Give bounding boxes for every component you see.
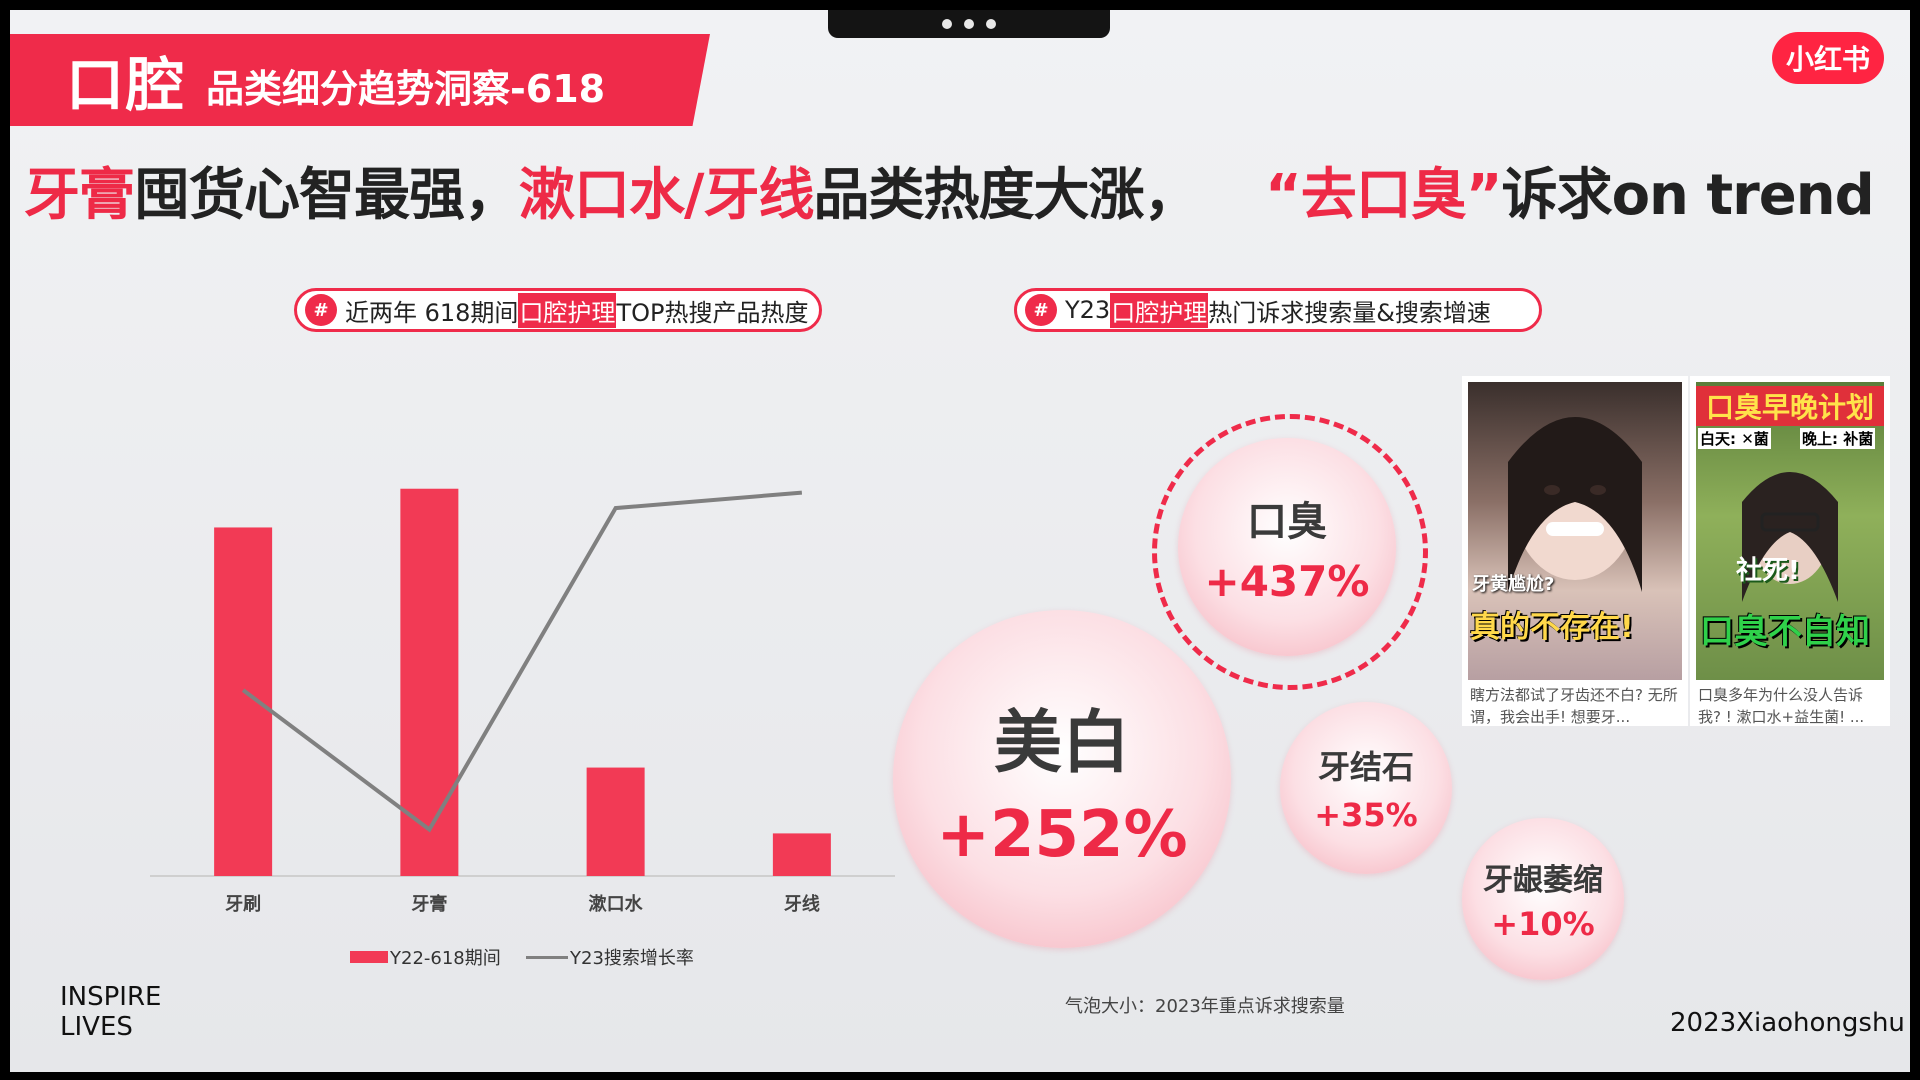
- headline-part3: 漱口水/牙线: [519, 163, 814, 228]
- legend-item-line: Y23搜索增长率: [526, 944, 694, 970]
- left-pill-pre: 近两年 618期间: [345, 298, 519, 327]
- slide: 口腔 品类细分趋势洞察-618 小红书 牙膏囤货心智最强，漱口水/牙线品类热度大…: [10, 10, 1910, 1072]
- dot-icon: [964, 19, 974, 29]
- overlay-big-1: 真的不存在!: [1470, 610, 1634, 645]
- legend-label-line: Y23搜索增长率: [570, 948, 694, 969]
- post-thumbnail-2[interactable]: 口臭早晚计划 白天: ✕菌 晚上: 补菌 社死! 口臭不自知 口臭多年为什么没人…: [1690, 376, 1890, 726]
- post-image-1: 牙黄尴尬? 真的不存在!: [1468, 382, 1682, 680]
- person-image: [1508, 417, 1642, 592]
- headline-part5: “去口臭”: [1264, 163, 1503, 228]
- bubble-value: +10%: [1491, 905, 1595, 943]
- right-pill-highlight: 口腔护理: [1110, 292, 1209, 328]
- bubble-yajieshi: 牙结石 +35%: [1280, 702, 1452, 874]
- hashtag-icon: #: [1025, 294, 1057, 326]
- x-tick-label: 牙线: [784, 893, 820, 915]
- right-pill-post: 热门诉求搜索量&搜索增速: [1208, 298, 1491, 327]
- dot-icon: [942, 19, 952, 29]
- person-image: [1742, 472, 1838, 602]
- bar-2: [586, 767, 645, 876]
- post-caption-2: 口臭多年为什么没人告诉我? ! 漱口水+益生菌! ...: [1698, 686, 1865, 726]
- left-pill-post: TOP热搜产品热度: [616, 298, 809, 327]
- bubble-label: 牙结石: [1317, 748, 1414, 786]
- legend-swatch-bar: [350, 951, 388, 963]
- xiaohongshu-logo: 小红书: [1772, 32, 1884, 84]
- bubble-size-note: 气泡大小：2023年重点诉求搜索量: [1065, 996, 1345, 1017]
- growth-line: [241, 490, 803, 833]
- headline-part6: 诉求on trend: [1501, 163, 1875, 228]
- bar-line-chart: 牙刷 牙膏 漱口水 牙线: [150, 488, 895, 915]
- overlay-small-2: 社死!: [1736, 556, 1800, 586]
- post-subtitle-right-2: 晚上: 补菌: [1800, 428, 1876, 449]
- x-tick-label: 漱口水: [589, 893, 644, 915]
- right-pill-pre: Y23: [1065, 296, 1111, 324]
- title-banner: 口腔 品类细分趋势洞察-618: [10, 34, 710, 126]
- x-tick-label: 牙刷: [225, 894, 261, 915]
- bubble-label: 美白: [993, 703, 1130, 783]
- bar-0: [214, 527, 273, 876]
- bubble-value: +252%: [936, 797, 1188, 872]
- bubble-meibai: 美白 +252%: [893, 610, 1231, 948]
- overlay-big-2: 口臭不自知: [1700, 612, 1870, 652]
- headline-part4: 品类热度大涨，: [813, 163, 1199, 228]
- post-subtitle-left-2: 白天: ✕菌: [1698, 428, 1771, 449]
- banner-title: 口腔: [66, 51, 187, 119]
- post-image-2: 口臭早晚计划 白天: ✕菌 晚上: 补菌 社死! 口臭不自知: [1696, 382, 1884, 680]
- post-thumbnail-1[interactable]: 牙黄尴尬? 真的不存在! 瞎方法都试了牙齿还不白? 无所谓，我会出手! 想要牙.…: [1462, 376, 1688, 726]
- window-handle[interactable]: [828, 10, 1110, 38]
- left-chart-pill: # 近两年 618期间 口腔护理 TOP热搜产品热度: [294, 288, 822, 332]
- left-pill-highlight: 口腔护理: [518, 292, 617, 328]
- footer-brand: INSPIRE LIVES: [60, 982, 161, 1042]
- bubble-label: 牙龈萎缩: [1483, 863, 1603, 898]
- bubble-kouchou: 口臭 +437%: [1178, 438, 1396, 656]
- headline: 牙膏囤货心智最强，漱口水/牙线品类热度大涨， “去口臭”诉求on trend: [24, 150, 1904, 231]
- footer-line2: LIVES: [60, 1012, 133, 1042]
- bar-3: [772, 833, 831, 876]
- bubble-value: +437%: [1204, 556, 1370, 606]
- bubble-yayin: 牙龈萎缩 +10%: [1462, 818, 1624, 980]
- headline-part1: 牙膏: [24, 163, 135, 228]
- post-title-2: 口臭早晚计划: [1696, 386, 1884, 426]
- right-chart-pill: # Y23 口腔护理 热门诉求搜索量&搜索增速: [1014, 288, 1542, 332]
- banner-subtitle: 品类细分趋势洞察-618: [206, 66, 606, 111]
- overlay-small-1: 牙黄尴尬?: [1472, 574, 1555, 595]
- highlight-ring: [1152, 414, 1428, 690]
- legend-label-bar: Y22-618期间: [390, 948, 501, 969]
- bar-1: [400, 488, 459, 876]
- footer-line1: INSPIRE: [60, 982, 162, 1012]
- footer-year: 2023Xiaohongshu: [1670, 1008, 1905, 1038]
- headline-part2: 囤货心智最强，: [134, 163, 520, 228]
- legend-item-bar: Y22-618期间: [350, 944, 501, 970]
- bubble-value: +35%: [1314, 796, 1418, 834]
- hashtag-icon: #: [305, 294, 337, 326]
- bubble-label: 口臭: [1247, 498, 1327, 545]
- legend-swatch-line: [526, 955, 568, 959]
- dot-icon: [986, 19, 996, 29]
- post-caption-1: 瞎方法都试了牙齿还不白? 无所谓，我会出手! 想要牙...: [1470, 686, 1678, 726]
- x-tick-label: 牙膏: [411, 893, 447, 915]
